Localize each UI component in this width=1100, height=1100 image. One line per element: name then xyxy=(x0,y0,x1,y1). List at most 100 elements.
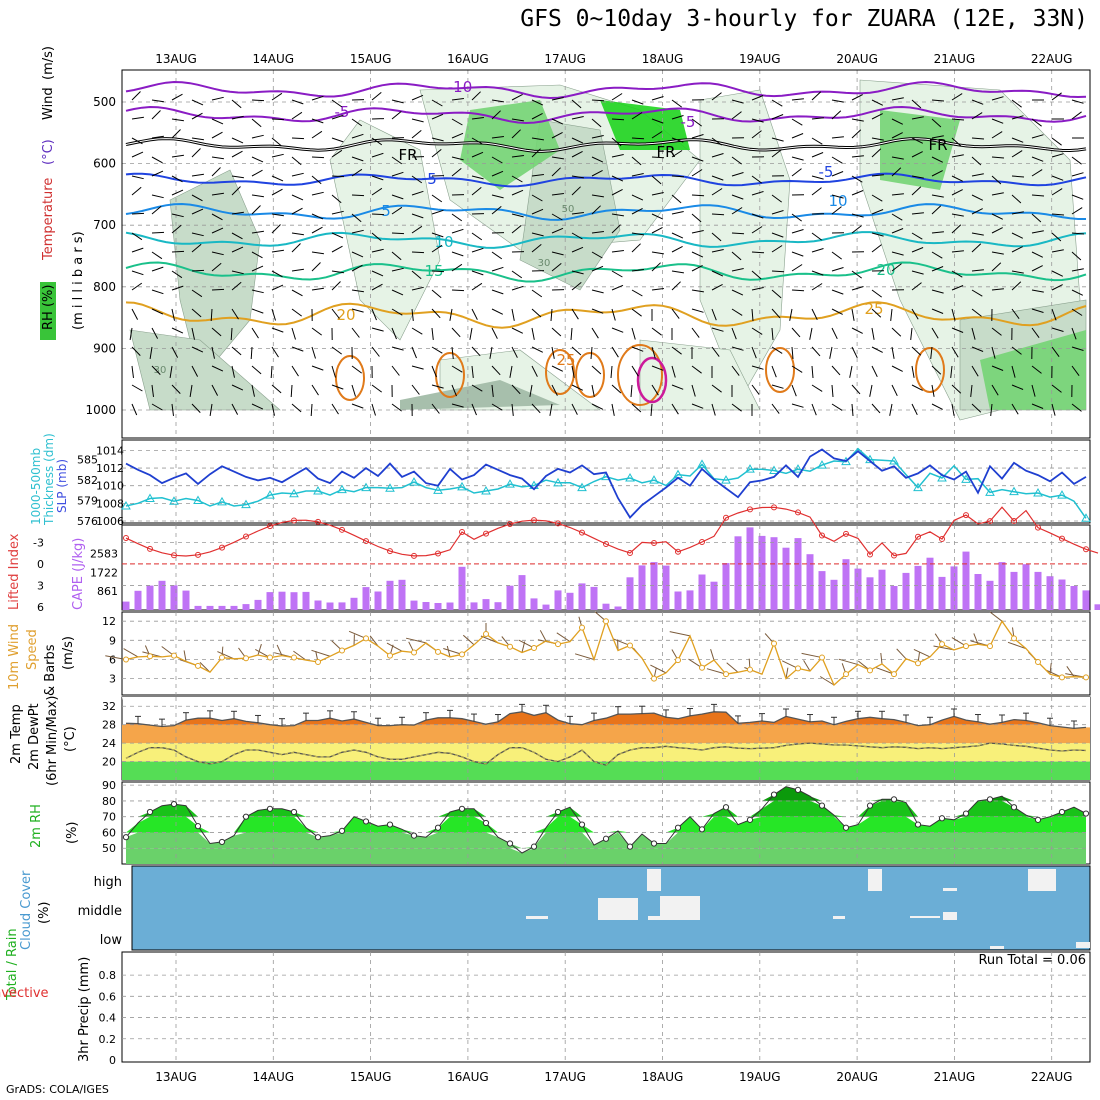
rh-marker xyxy=(434,824,442,831)
wind-barb xyxy=(611,93,623,101)
wind-barb xyxy=(731,232,745,235)
wind-barb xyxy=(230,327,233,341)
surface-wind-barb xyxy=(123,648,139,658)
wind-barb xyxy=(751,327,763,335)
wind-barb xyxy=(651,156,665,159)
wind-barb xyxy=(751,191,764,196)
lifted-index-marker xyxy=(531,517,537,524)
wind-barb xyxy=(411,190,424,196)
cape-bar xyxy=(734,536,742,610)
wind-barb xyxy=(691,118,702,127)
wind-barb xyxy=(831,384,834,398)
cape-bar xyxy=(806,554,814,610)
wind-barb xyxy=(831,308,843,315)
rh-tick-label: 50 xyxy=(102,842,116,855)
clear-sky-patch xyxy=(1076,942,1090,948)
slp-tick-label: 1014 xyxy=(96,444,124,457)
wind-barb xyxy=(231,115,244,120)
wind-barb xyxy=(751,213,764,219)
wind-barb xyxy=(751,346,757,359)
wind-barb xyxy=(591,265,604,272)
cape-bar xyxy=(326,602,334,610)
wind-barb xyxy=(131,91,141,101)
wind-barb xyxy=(971,365,979,377)
wind-barb xyxy=(411,346,417,359)
wind-barb xyxy=(971,232,984,236)
wind-barb xyxy=(291,308,302,317)
wind-barb xyxy=(651,131,663,139)
lifted-index-marker xyxy=(243,533,249,540)
wind-barb xyxy=(371,327,384,332)
wind-barb xyxy=(131,137,143,145)
wind-barb xyxy=(231,403,239,415)
wind-barb xyxy=(311,346,316,359)
wind-barb xyxy=(1051,384,1062,393)
rh-marker xyxy=(314,834,322,841)
wind-barb xyxy=(1011,175,1025,178)
wind-speed-marker xyxy=(579,624,585,631)
ylabel-part: (%) xyxy=(65,822,80,845)
wind-barb xyxy=(811,270,824,276)
wind-barb xyxy=(831,206,842,215)
wind-barb xyxy=(331,114,344,120)
wind-barb xyxy=(931,327,939,339)
wind-barb xyxy=(351,327,360,338)
wind-barb xyxy=(351,133,364,139)
wind-barb xyxy=(711,249,724,253)
wind-barb xyxy=(671,308,680,319)
lifted-index-marker xyxy=(435,550,441,557)
wind-barb xyxy=(471,403,477,416)
wind-barb xyxy=(271,403,275,416)
thickness-marker xyxy=(553,477,563,487)
lifted-index-marker xyxy=(291,517,297,524)
wind-barb xyxy=(671,137,684,143)
wind-barb xyxy=(831,171,844,177)
wind-barb xyxy=(351,365,362,374)
ylabel-part: (m i l l i b a r s) xyxy=(71,231,86,330)
precip-tick-label: 0.2 xyxy=(99,1033,117,1046)
wind-barb xyxy=(631,327,636,340)
wind-speed-marker xyxy=(603,618,609,625)
clear-sky-patch xyxy=(990,946,1004,949)
wind-barb xyxy=(731,207,743,215)
wind-barb xyxy=(651,213,664,220)
lifted-index-marker xyxy=(339,526,345,533)
wind-barb xyxy=(911,403,918,416)
wind-barb xyxy=(211,192,224,196)
wind-barb xyxy=(271,175,284,182)
wind-barb xyxy=(931,99,945,102)
wind-barb xyxy=(509,365,513,378)
wind-barb xyxy=(151,289,164,295)
wind-barb xyxy=(331,308,340,319)
wind-barb xyxy=(491,308,504,315)
wind-barb xyxy=(511,118,524,122)
wind-barb xyxy=(751,130,762,139)
wind-barb xyxy=(291,289,303,297)
wind-barb xyxy=(931,403,943,410)
rh-fill-band xyxy=(126,800,1086,817)
wind-barb xyxy=(751,118,764,123)
surface-wind-barb xyxy=(276,644,283,656)
wind-barb xyxy=(851,129,862,139)
rh-marker xyxy=(890,796,898,803)
top-date-label: 18AUG xyxy=(642,52,684,66)
rh-tick-label: 60 xyxy=(102,826,116,839)
wind-barb xyxy=(331,175,345,178)
wind-barb xyxy=(869,384,873,397)
wind-barb xyxy=(451,132,464,139)
wind-speed-marker xyxy=(531,644,537,651)
wind-barb xyxy=(771,99,783,107)
wind-barb xyxy=(191,232,204,237)
wind-barb xyxy=(251,134,264,139)
cloud-level-label: middle xyxy=(78,904,122,919)
wind-barb xyxy=(251,99,265,102)
cape-bar xyxy=(278,591,286,610)
wind-barb xyxy=(131,270,144,276)
wind-barb xyxy=(211,156,224,160)
cape-bar xyxy=(902,572,910,610)
wind-speed-marker xyxy=(939,641,945,648)
wind-barb xyxy=(831,99,844,103)
ylabel-part: (m/s) xyxy=(41,46,56,80)
wind-barb xyxy=(251,365,262,375)
ylabel-part: Total / Rain xyxy=(5,928,20,1001)
